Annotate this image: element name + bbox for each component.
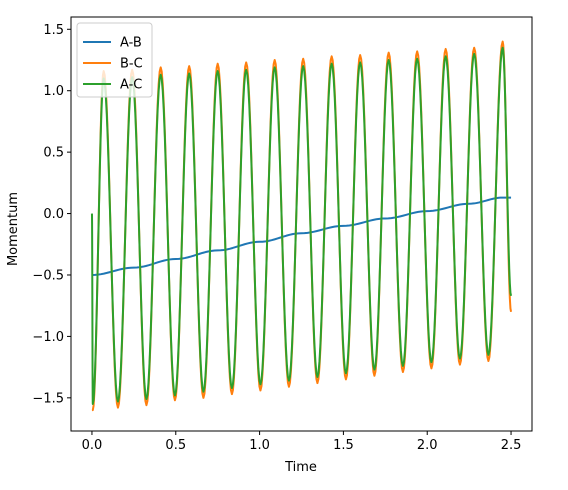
plot-layer xyxy=(90,40,513,412)
y-axis-label: Momentum xyxy=(6,192,21,266)
x-tick-label: 0.0 xyxy=(82,438,103,453)
x-tick-label: 1.0 xyxy=(249,438,270,453)
y-tick-label: −1.5 xyxy=(32,391,64,406)
legend-label-a-b: A-B xyxy=(120,36,142,51)
y-tick-label: −1.0 xyxy=(32,330,64,345)
x-tick-label: 0.5 xyxy=(165,438,186,453)
x-tick-label: 1.5 xyxy=(333,438,354,453)
axes-frame xyxy=(70,16,533,432)
y-tick-label: 1.5 xyxy=(43,23,64,38)
y-tick-label: 1.0 xyxy=(43,84,64,99)
series-line-a-c xyxy=(90,46,513,405)
legend-label-b-c: B-C xyxy=(120,57,143,72)
axes-layer: 0.0 0.5 1.0 1.5 2.0 2.5 1.5 1.0 0.5 0.0 −0.5 −1.0 −1… xyxy=(32,16,533,453)
y-tick-label: 0.0 xyxy=(43,207,64,222)
x-tick-label: 2.5 xyxy=(501,438,522,453)
y-tick-label: −0.5 xyxy=(32,268,64,283)
legend-label-a-c: A-C xyxy=(120,78,142,93)
legend: A-B B-C A-C xyxy=(76,22,153,98)
x-axis-label: Time xyxy=(284,460,317,475)
x-tick-label: 2.0 xyxy=(417,438,438,453)
y-tick-label: 0.5 xyxy=(43,146,64,161)
